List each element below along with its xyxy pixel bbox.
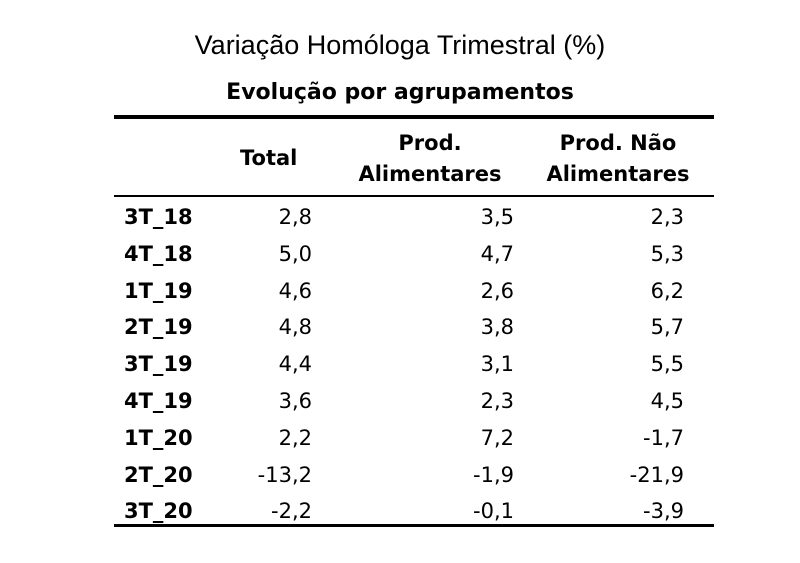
cell-nao-alimentares: 5,5 — [650, 352, 684, 377]
cell-total: 4,8 — [278, 315, 312, 340]
row-label: 3T_20 — [124, 499, 193, 524]
table-row: 1T_19 4,6 2,6 6,2 — [114, 273, 714, 310]
cell-nao-alimentares: 2,3 — [650, 205, 684, 229]
column-header-total: Total — [240, 146, 298, 170]
cell-nao-alimentares: 4,5 — [650, 388, 684, 413]
cell-total: 5,0 — [278, 241, 312, 266]
cell-nao-alimentares: 5,3 — [650, 241, 684, 266]
cell-alimentares: 3,1 — [480, 352, 514, 377]
table-row: 2T_20 -13,2 -1,9 -21,9 — [114, 457, 714, 494]
cell-alimentares: 3,8 — [480, 315, 514, 340]
cell-total: 4,4 — [278, 352, 312, 377]
row-label: 3T_19 — [124, 352, 193, 377]
cell-total: 2,2 — [278, 425, 312, 450]
cell-nao-alimentares: -21,9 — [629, 462, 684, 487]
row-label: 4T_19 — [124, 388, 193, 413]
row-label: 2T_20 — [124, 462, 193, 487]
table-row: 3T_19 4,4 3,1 5,5 — [114, 346, 714, 383]
table-body: 3T_18 2,8 3,5 2,3 4T_18 5,0 4,7 5,3 1T_19 4,6 2,6 6… — [114, 199, 714, 530]
cell-nao-alimentares: -1,7 — [643, 425, 684, 450]
cell-total: 3,6 — [278, 388, 312, 413]
cell-alimentares: 2,3 — [480, 388, 514, 413]
cell-nao-alimentares: 6,2 — [650, 278, 684, 303]
cell-alimentares: 2,6 — [480, 278, 514, 303]
row-label: 1T_20 — [124, 425, 193, 450]
table-row: 3T_20 -2,2 -0,1 -3,9 — [114, 493, 714, 530]
row-label: 2T_19 — [124, 315, 193, 340]
cell-alimentares: 3,5 — [480, 205, 514, 229]
row-label: 4T_18 — [124, 241, 193, 266]
cell-alimentares: -1,9 — [473, 462, 514, 487]
table-row: 4T_18 5,0 4,7 5,3 — [114, 236, 714, 273]
cell-nao-alimentares: -3,9 — [643, 499, 684, 524]
cell-alimentares: 4,7 — [480, 241, 514, 266]
table-header-rule — [114, 195, 714, 197]
table-row: 2T_19 4,8 3,8 5,7 — [114, 309, 714, 346]
cell-nao-alimentares: 5,7 — [650, 315, 684, 340]
table-bottom-rule — [114, 524, 714, 527]
column-header-alimentares: Prod. Alimentares — [358, 131, 502, 186]
page-title: Variação Homóloga Trimestral (%) — [194, 30, 606, 60]
page-subtitle: Evolução por agrupamentos — [226, 80, 574, 105]
cell-total: 4,6 — [278, 278, 312, 303]
table-top-rule — [114, 115, 714, 119]
row-label: 3T_18 — [124, 205, 193, 229]
row-label: 1T_19 — [124, 278, 193, 303]
cell-alimentares: -0,1 — [473, 499, 514, 524]
column-header-nao-alimentares: Prod. Não Alimentares — [546, 131, 690, 186]
table-row: 4T_19 3,6 2,3 4,5 — [114, 383, 714, 420]
table-row: 3T_18 2,8 3,5 2,3 — [114, 199, 714, 236]
table-row: 1T_20 2,2 7,2 -1,7 — [114, 420, 714, 457]
cell-total: -2,2 — [271, 499, 312, 524]
cell-alimentares: 7,2 — [480, 425, 514, 450]
cell-total: 2,8 — [278, 205, 312, 229]
cell-total: -13,2 — [257, 462, 312, 487]
